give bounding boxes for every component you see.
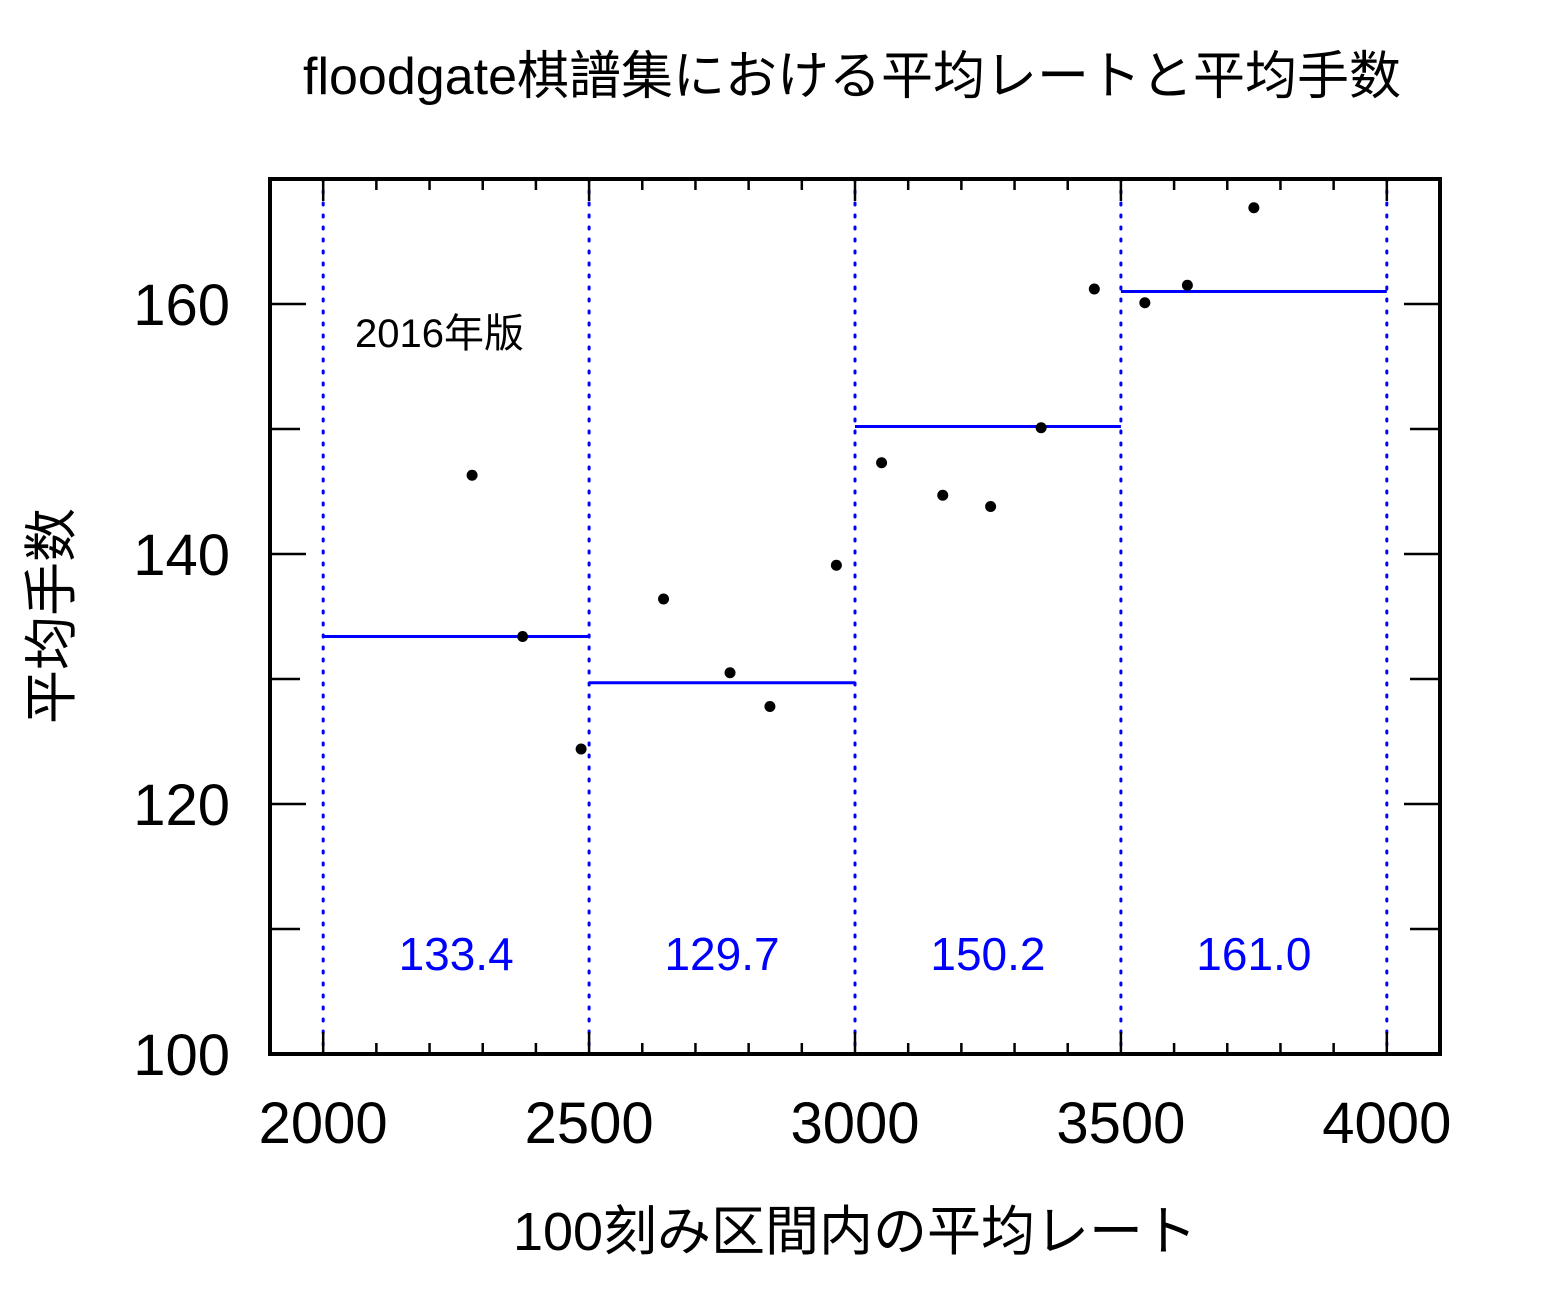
bin-mean-label: 161.0 [1196,928,1311,980]
y-tick-label: 160 [133,273,230,338]
x-axis-label: 100刻み区間内の平均レート [513,1202,1197,1262]
y-tick-label: 100 [133,1023,230,1088]
data-point [1035,422,1047,434]
chart-title: floodgate棋譜集における平均レートと平均手数 [303,48,1401,106]
data-point [876,457,888,469]
x-tick-label: 3000 [790,1091,919,1156]
data-point [1248,202,1260,214]
bin-mean-label: 129.7 [664,928,779,980]
data-point [1088,283,1100,295]
x-tick-label: 3500 [1056,1091,1185,1156]
edition-annotation: 2016年版 [355,312,524,356]
x-tick-label: 4000 [1322,1091,1451,1156]
x-tick-labels: 2000 2500 3000 3500 4000 [259,1091,1452,1156]
y-axis-label: 平均手数 [22,508,82,724]
bin-mean-labels: 133.4 129.7 150.2 161.0 [399,928,1312,980]
data-point [466,469,478,481]
x-tick-label: 2000 [259,1091,388,1156]
bin-mean-label: 150.2 [930,928,1045,980]
data-point [830,559,842,571]
data-point [985,501,997,512]
data-point [1139,297,1151,309]
data-point [1181,279,1193,291]
data-point [517,631,529,642]
bin-mean-lines [323,290,1387,685]
y-tick-label: 120 [133,773,230,838]
data-point [764,701,776,712]
boundary-lines [321,177,1389,1056]
axis-ticks [270,179,1440,1054]
data-points [466,202,1260,755]
data-point [575,743,587,755]
x-tick-label: 2500 [525,1091,654,1156]
data-point [937,489,949,501]
y-tick-label: 140 [133,523,230,588]
data-point [724,667,736,679]
data-point [658,593,670,605]
y-tick-labels: 100 120 140 160 [133,273,230,1088]
bin-mean-label: 133.4 [399,928,514,980]
